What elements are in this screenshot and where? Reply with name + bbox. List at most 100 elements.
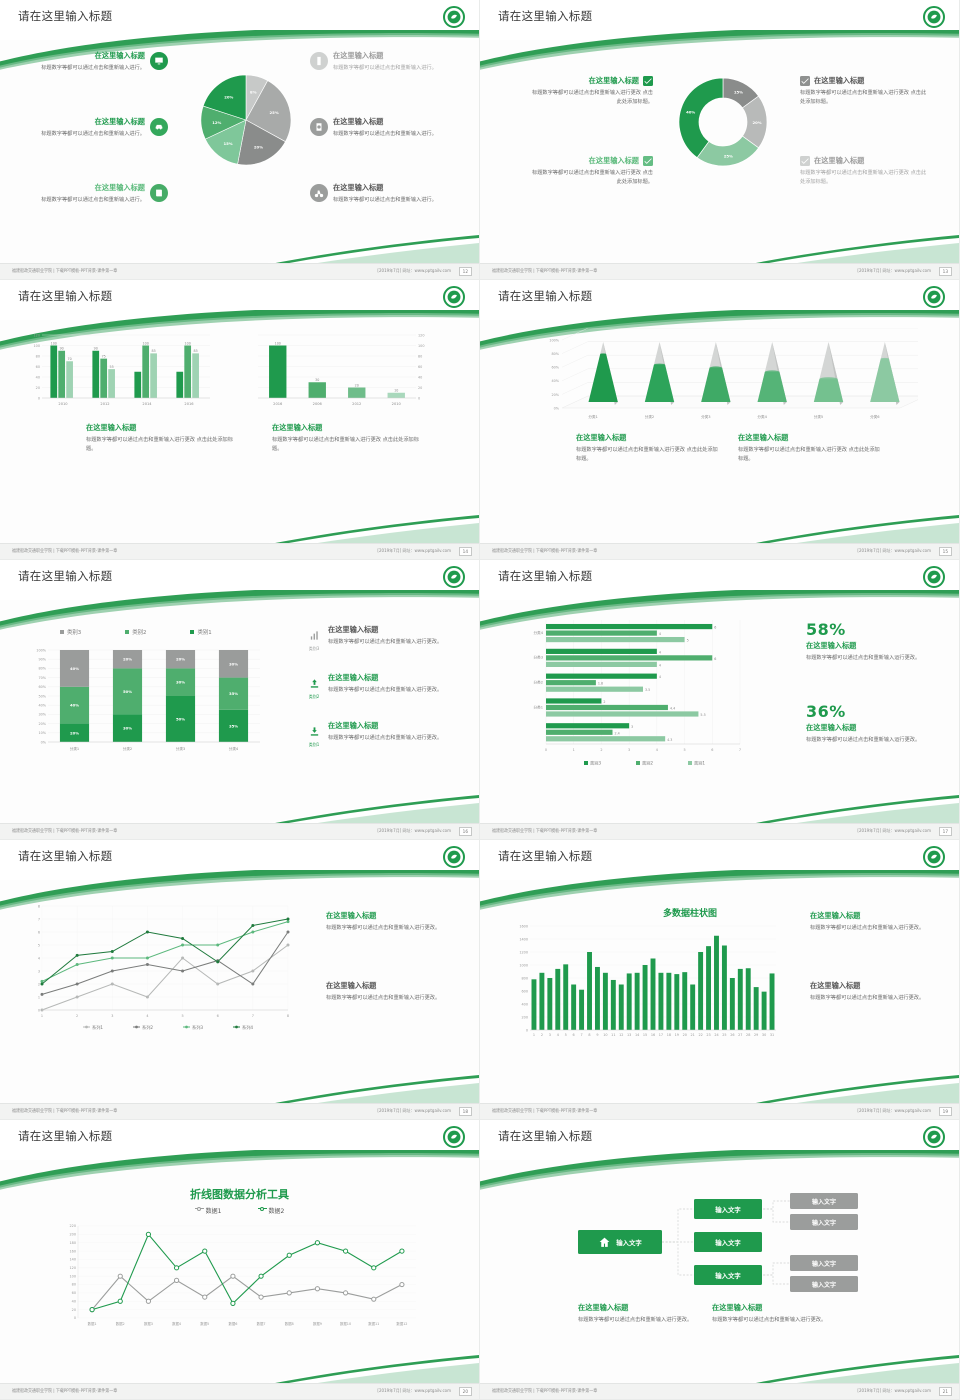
svg-text:系列4: 系列4 bbox=[242, 1024, 253, 1031]
block-title: 在这里输入标题 bbox=[86, 423, 137, 432]
logo-mark bbox=[447, 1130, 461, 1144]
text-block: 在这里输入标题 标题数字等都可以通过点击和重新输入进行更改。 bbox=[810, 981, 942, 1003]
svg-text:8%: 8% bbox=[250, 90, 257, 95]
page-title: 请在这里输入标题 bbox=[498, 1129, 593, 1143]
text-block: 在这里输入标题 标题数字等都可以通过点击和重新输入进行更改 点击此处添加标题。 bbox=[738, 433, 883, 464]
info-title: 在这里输入标题 bbox=[588, 155, 639, 165]
svg-text:25: 25 bbox=[722, 1033, 726, 1037]
svg-text:3: 3 bbox=[38, 969, 40, 973]
washer-icon-badge bbox=[310, 118, 328, 136]
info-title: 在这里输入标题 bbox=[333, 117, 384, 126]
single-bar-chart: 120 100 80 60 40 20 0 100 2016 30 2006 20 2012 10 2010 bbox=[252, 330, 432, 416]
legend-label: 数据1 bbox=[205, 1208, 222, 1215]
slide-canvas: 请在这里输入标题 福建船政交通职业学院 | 下载PPT模板-PPT背景-课件第一章… bbox=[0, 560, 479, 839]
footer-left-text: 福建船政交通职业学院 | 下载PPT模板-PPT背景-课件第一章 bbox=[12, 827, 118, 834]
text-block: 在这里输入标题 标题数字等都可以通过点击和重新输入进行更改 点击此处添加标题。 bbox=[86, 423, 236, 454]
org-level2-node[interactable]: 输入文字 bbox=[694, 1232, 762, 1252]
legend-swatch bbox=[60, 630, 64, 634]
bike-icon bbox=[314, 190, 324, 198]
line-chart: 8 7 6 5 4 3 2 1 0 1 2 3 4 5 6 7 8 系列1 系列2 系列3 系列4 bbox=[24, 900, 304, 1044]
org-level3-node[interactable]: 输入文字 bbox=[790, 1214, 858, 1230]
org-level3-node[interactable]: 输入文字 bbox=[790, 1255, 858, 1271]
svg-text:15%: 15% bbox=[224, 141, 233, 146]
text-block: 在这里输入标题 标题数字等都可以通过点击和重新输入进行更改。 bbox=[810, 911, 942, 933]
stacked-bar-chart: 100% 90% 80% 70% 60% 50% 40% 30% 20% 10% 0% 20% 40% 4… bbox=[26, 646, 274, 762]
svg-text:4: 4 bbox=[659, 663, 661, 667]
svg-text:80: 80 bbox=[418, 354, 422, 358]
org-root-label: 输入文字 bbox=[616, 1238, 642, 1247]
legend-swatch bbox=[190, 630, 195, 634]
svg-text:15: 15 bbox=[643, 1033, 647, 1037]
cone-chart: 100% 80% 60% 40% 20% 0% 分类1 分类2 分类3 分类4 分类5 分类6 bbox=[528, 327, 927, 434]
info-item-left: 在这里输入标题 标题数字等都可以通过点击和重新输入进行更改 点击此处添加标题。 bbox=[528, 156, 653, 187]
svg-text:60: 60 bbox=[72, 1291, 76, 1295]
block-body: 标题数字等都可以通过点击和重新输入进行更改。 bbox=[810, 994, 925, 1001]
stacked-slide-content: 类别3 类别2 类别1 100% 90% 80% 70% 60% 50% 40% 30% 20% 10%… bbox=[0, 604, 479, 821]
cone-chart-slide: 请在这里输入标题 福建船政交通职业学院 | 下载PPT模板-PPT背景-课件第一章… bbox=[480, 280, 960, 560]
svg-text:2: 2 bbox=[38, 982, 40, 986]
svg-text:800: 800 bbox=[522, 976, 528, 980]
footer: 福建船政交通职业学院 | 下载PPT模板-PPT背景-课件第一章 [2019年7月… bbox=[0, 263, 479, 279]
svg-text:30: 30 bbox=[762, 1033, 766, 1037]
dataline-slide-content: 折线图数据分析工具 数据1 数据2 220 200 180 160 140 120 100 80 60… bbox=[0, 1164, 479, 1381]
page-number: 20 bbox=[458, 1386, 472, 1396]
logo bbox=[443, 566, 465, 588]
footer: 福建船政交通职业学院 | 下载PPT模板-PPT背景-课件第一章 [2019年7月… bbox=[0, 1103, 479, 1119]
svg-text:10%: 10% bbox=[38, 731, 46, 735]
hbar-slide-content: 0 1 2 3 4 5 6 7 6 4 5 分类4 4 6 4 分类3 4 1.8 3.5 分类2 2 4.4 5.5 分类1… bbox=[480, 604, 959, 821]
monitor-icon-badge bbox=[150, 52, 168, 70]
info-body: 标题数字等都可以通过点击和重新输入进行更改 点击此处添加标题。 bbox=[800, 170, 927, 185]
info-item-right: 在这里输入标题 标题数字等都可以通过点击和重新输入进行更改 点击此处添加标题。 bbox=[800, 156, 930, 187]
svg-text:20%: 20% bbox=[224, 94, 233, 99]
text-block: 在这里输入标题 标题数字等都可以通过点击和重新输入进行更改。 bbox=[326, 911, 461, 933]
side-icon: 类别1 bbox=[306, 722, 322, 748]
org-root-node[interactable]: 输入文字 bbox=[578, 1230, 662, 1254]
svg-text:6: 6 bbox=[711, 748, 713, 752]
info-body: 标题数字等都可以通过点击和重新输入进行更改 点击此处添加标题。 bbox=[800, 90, 927, 105]
side-text: 在这里输入标题 标题数字等都可以通过点击和重新输入进行更改。 bbox=[328, 625, 471, 647]
check-icon-box bbox=[800, 76, 810, 86]
slide-body: 100% 80% 60% 40% 20% 0% 分类1 分类2 分类3 分类4 分类5 分类6 在这里输… bbox=[480, 324, 959, 541]
logo-mark bbox=[927, 290, 941, 304]
svg-text:120: 120 bbox=[70, 1266, 76, 1270]
svg-text:100: 100 bbox=[275, 341, 281, 345]
svg-text:1600: 1600 bbox=[519, 924, 528, 928]
side-body: 标题数字等都可以通过点击和重新输入进行更改。 bbox=[328, 638, 443, 645]
slide-body: 0 1 2 3 4 5 6 7 6 4 5 分类4 4 6 4 分类3 4 1.8 3.5 分类2 2 4.4 5.5 分类1… bbox=[480, 604, 959, 821]
page-title: 请在这里输入标题 bbox=[498, 289, 593, 303]
pie-chart: 8% 25% 20% 15% 12% 20% bbox=[196, 70, 296, 174]
svg-text:0: 0 bbox=[526, 1028, 528, 1032]
org-level3-node[interactable]: 输入文字 bbox=[790, 1193, 858, 1209]
legend-item: 数据2 bbox=[257, 1206, 284, 1215]
info-text: 在这里输入标题 标题数字等都可以通过点击和重新输入进行。 bbox=[18, 183, 145, 205]
stat-title: 在这里输入标题 bbox=[806, 641, 857, 650]
svg-text:10: 10 bbox=[603, 1033, 607, 1037]
legend-label: 类别3 bbox=[67, 630, 82, 636]
bike-icon-badge bbox=[310, 184, 328, 202]
org-level3-node[interactable]: 输入文字 bbox=[790, 1276, 858, 1292]
svg-text:5: 5 bbox=[683, 748, 685, 752]
svg-text:5: 5 bbox=[565, 1033, 567, 1037]
info-text: 在这里输入标题 标题数字等都可以通过点击和重新输入进行。 bbox=[18, 51, 145, 73]
footer-left-text: 福建船政交通职业学院 | 下载PPT模板-PPT背景-课件第一章 bbox=[12, 1107, 118, 1114]
horizontal-bar-slide: 请在这里输入标题 福建船政交通职业学院 | 下载PPT模板-PPT背景-课件第一章… bbox=[480, 560, 960, 840]
svg-text:17: 17 bbox=[659, 1033, 663, 1037]
phone-icon-badge bbox=[310, 52, 328, 70]
org-level2-node[interactable]: 输入文字 bbox=[694, 1265, 762, 1285]
legend-marker bbox=[194, 1206, 204, 1213]
info-body: 标题数字等都可以通过点击和重新输入进行更改 点击此处添加标题。 bbox=[532, 90, 653, 105]
footer-left-text: 福建船政交通职业学院 | 下载PPT模板-PPT背景-课件第一章 bbox=[492, 267, 598, 274]
info-item-right: 在这里输入标题 标题数字等都可以通过点击和重新输入进行。 bbox=[310, 183, 465, 205]
svg-text:55: 55 bbox=[109, 365, 113, 369]
page-title: 请在这里输入标题 bbox=[18, 289, 113, 303]
logo-mark bbox=[447, 10, 461, 24]
page-number: 15 bbox=[938, 546, 952, 556]
org-level2-node[interactable]: 输入文字 bbox=[694, 1199, 762, 1219]
legend-item: 类别3 bbox=[60, 628, 81, 636]
svg-text:2010: 2010 bbox=[392, 402, 402, 406]
stat-body: 标题数字等都可以通过点击和重新输入运行更改。 bbox=[806, 736, 921, 743]
check-icon-box bbox=[643, 76, 653, 86]
legend-dot bbox=[260, 1206, 264, 1211]
svg-text:1.8: 1.8 bbox=[598, 682, 603, 686]
